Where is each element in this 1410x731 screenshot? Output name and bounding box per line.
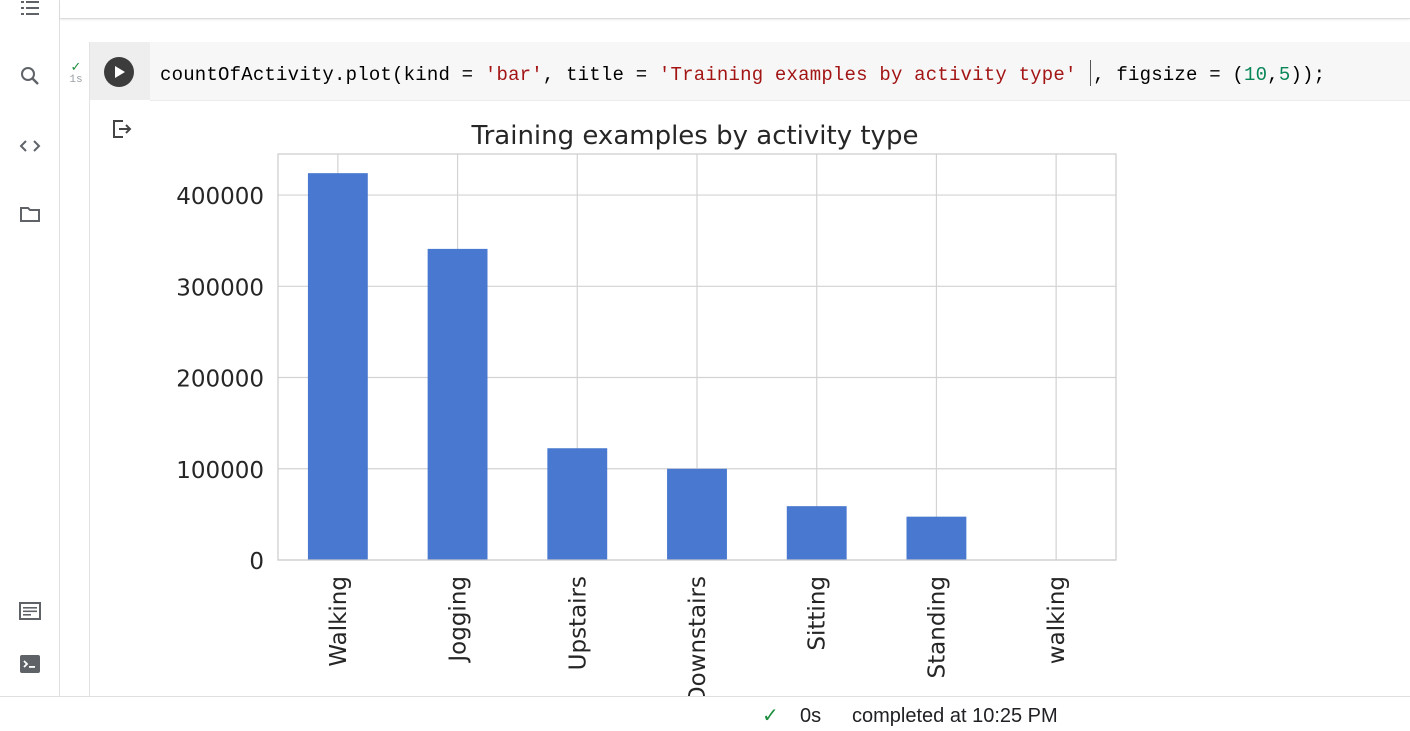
play-icon — [115, 66, 125, 78]
terminal-icon[interactable] — [14, 648, 46, 680]
output-redirect-icon[interactable] — [110, 117, 134, 141]
cell-execution-status: ✓ 1s — [66, 60, 86, 96]
y-tick-label: 400000 — [176, 184, 264, 210]
toc-icon[interactable] — [14, 0, 46, 24]
status-duration: 0s — [800, 705, 822, 727]
code-token: 10 — [1244, 64, 1268, 86]
search-icon[interactable] — [14, 60, 46, 92]
y-tick-label: 300000 — [176, 275, 264, 301]
bar-jogging — [427, 248, 488, 561]
code-snippets-icon[interactable] — [14, 130, 46, 162]
code-token: 'Training examples by activity type' — [658, 64, 1077, 86]
status-bar: ✓ 0s completed at 10:25 PM — [0, 696, 1410, 731]
folder-icon[interactable] — [14, 198, 46, 230]
code-line[interactable]: countOfActivity.plot(kind = 'bar', title… — [160, 60, 1325, 86]
command-palette-icon[interactable] — [14, 595, 46, 627]
x-tick-label: Sitting — [805, 576, 831, 651]
code-editor[interactable]: countOfActivity.plot(kind = 'bar', title… — [150, 42, 1410, 101]
code-token: 5 — [1278, 64, 1291, 86]
x-tick-label: Upstairs — [565, 576, 591, 670]
x-tick-label: Downstairs — [685, 576, 711, 704]
code-token: , — [1267, 64, 1279, 86]
bar-upstairs — [547, 448, 608, 560]
code-token: , title = — [542, 64, 659, 86]
status-check-icon: ✓ — [762, 705, 779, 727]
chart-title: Training examples by activity type — [471, 121, 919, 151]
text-cursor — [1090, 60, 1092, 86]
bar-sitting — [786, 506, 847, 560]
y-tick-label: 100000 — [176, 458, 264, 484]
execution-time: 1s — [69, 74, 83, 86]
bar-standing — [906, 516, 967, 560]
execution-check-icon: ✓ — [70, 59, 82, 74]
code-token: , figsize = ( — [1093, 64, 1245, 86]
x-tick-label: Walking — [326, 576, 352, 667]
y-tick-label: 200000 — [176, 367, 264, 393]
code-token: 'bar' — [484, 64, 543, 86]
code-token: countOfActivity.plot(kind = — [160, 64, 485, 86]
x-tick-label: Jogging — [446, 576, 472, 664]
bar-chart: Training examples by activity type 0 1000… — [176, 121, 1117, 704]
x-tick-label: walking — [1044, 576, 1070, 664]
top-toolbar — [60, 0, 1410, 19]
status-text: completed at 10:25 PM — [852, 705, 1058, 727]
y-tick-label: 0 — [249, 549, 264, 575]
x-tick-label: Standing — [924, 576, 950, 678]
code-token: )); — [1290, 64, 1326, 86]
bar-walking — [307, 173, 368, 560]
run-cell-button[interactable] — [104, 57, 134, 87]
plot-frame — [277, 153, 1117, 561]
bar-downstairs — [667, 468, 727, 560]
cell-run-area — [90, 42, 150, 100]
left-sidebar — [0, 0, 60, 696]
